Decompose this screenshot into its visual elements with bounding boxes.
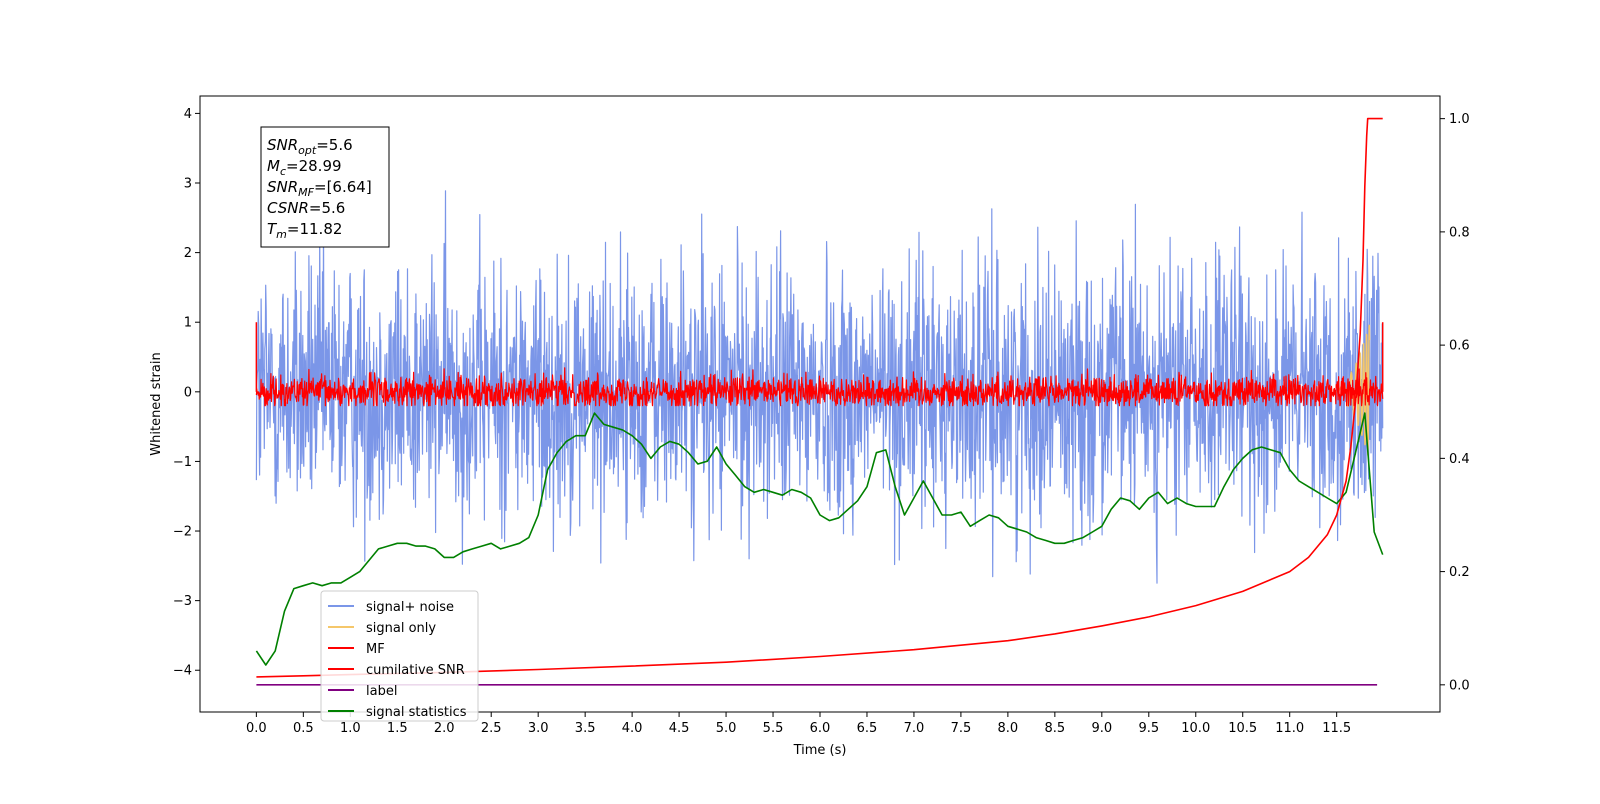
annotation-value: =5.6 (316, 136, 352, 154)
annotation-subscript: opt (298, 144, 317, 157)
x-tick-label: 0.0 (246, 721, 267, 736)
annotation-symbol: CSNR (267, 199, 309, 217)
annotation-frame (260, 126, 390, 248)
legend-label: label (366, 684, 397, 699)
x-tick-label: 11.5 (1322, 721, 1351, 736)
legend-label: signal only (366, 621, 436, 636)
series-layer (255, 117, 1384, 686)
series-cumulative-snr (256, 117, 1383, 678)
annotation-symbol: SNR (267, 136, 298, 154)
legend-label: MF (366, 642, 385, 657)
y-right-tick-label: 0.6 (1449, 339, 1470, 354)
annotation-line: SNRMF=[6.64] (267, 178, 372, 199)
x-tick-label: 3.0 (528, 721, 549, 736)
y-left-tick-label: −2 (173, 525, 192, 540)
annotation-symbol: SNR (267, 178, 298, 196)
annotation-lines: SNRopt=5.6Mc=28.99SNRMF=[6.64]CSNR=5.6Tm… (267, 136, 372, 241)
annotation-value: =[6.64] (314, 178, 372, 196)
y-right-tick-label: 1.0 (1449, 112, 1470, 127)
annotation-value: =28.99 (286, 157, 342, 175)
y-left-tick-label: 0 (184, 385, 192, 400)
x-tick-label: 4.5 (669, 721, 690, 736)
y-right-tick-label: 0.2 (1449, 565, 1470, 580)
x-tick-label: 5.0 (716, 721, 737, 736)
y-left-tick-label: 1 (184, 316, 192, 331)
annotation-subscript: m (276, 228, 287, 241)
x-tick-label: 9.5 (1138, 721, 1159, 736)
x-tick-label: 7.0 (904, 721, 925, 736)
x-axis: 0.0 0.5 1.0 1.5 2.0 2.5 3.0 3.5 4.0 4.5 5.0 5.5 6.0 6… (246, 712, 1351, 736)
x-tick-label: 0.5 (293, 721, 314, 736)
y-axis-right: 1.0 0.8 0.6 0.4 0.2 0.0 (1440, 112, 1470, 693)
x-tick-label: 8.0 (998, 721, 1019, 736)
annotation-symbol: T (267, 220, 278, 238)
y-left-tick-label: 3 (184, 177, 192, 192)
x-tick-label: 4.0 (622, 721, 643, 736)
y-right-tick-label: 0.4 (1449, 452, 1470, 467)
legend-label: signal statistics (366, 705, 467, 720)
y-right-tick-label: 0.0 (1449, 678, 1470, 693)
annotation-box: SNRopt=5.6Mc=28.99SNRMF=[6.64]CSNR=5.6Tm… (260, 126, 390, 248)
y-right-tick-label: 0.8 (1449, 225, 1470, 240)
x-axis-label: Time (s) (793, 743, 847, 758)
x-tick-label: 5.5 (763, 721, 784, 736)
y-left-tick-label: −4 (173, 664, 192, 679)
x-tick-label: 2.5 (481, 721, 502, 736)
annotation-line: SNRopt=5.6 (267, 136, 353, 157)
legend-frame (320, 590, 479, 722)
annotation-symbol: M (267, 157, 280, 175)
y-left-tick-label: −3 (173, 594, 192, 609)
x-tick-label: 1.0 (340, 721, 361, 736)
annotation-line: CSNR=5.6 (267, 199, 345, 217)
x-tick-label: 10.5 (1228, 721, 1257, 736)
legend-entries: signal+ noise signal only MF cumilative SNR… (328, 600, 467, 720)
y-left-tick-label: 4 (184, 107, 192, 122)
annotation-subscript: c (280, 165, 286, 178)
x-tick-label: 11.0 (1275, 721, 1304, 736)
x-tick-label: 1.5 (387, 721, 408, 736)
x-tick-label: 9.0 (1091, 721, 1112, 736)
y-axis-label: Whitened strain (149, 352, 164, 455)
annotation-line: Mc=28.99 (267, 157, 342, 178)
y-left-tick-label: 2 (184, 246, 192, 261)
y-axis-left: 4 3 2 1 0 −1 −2 −3 −4 (173, 107, 200, 679)
y-left-tick-label: −1 (173, 455, 192, 470)
annotation-line: Tm=11.82 (267, 220, 342, 241)
legend-label: cumilative SNR (366, 663, 465, 678)
x-tick-label: 8.5 (1045, 721, 1066, 736)
x-tick-label: 7.5 (951, 721, 972, 736)
series-mf (255, 367, 1384, 407)
annotation-value: =11.82 (287, 220, 343, 238)
series-signal-noise (255, 190, 1384, 584)
series-signal-statistics (255, 412, 1384, 666)
annotation-value: =5.6 (309, 199, 345, 217)
legend: signal+ noise signal only MF cumilative SNR… (320, 590, 479, 722)
x-tick-label: 2.0 (434, 721, 455, 736)
x-tick-label: 6.5 (857, 721, 878, 736)
x-tick-label: 6.0 (810, 721, 831, 736)
annotation-subscript: MF (298, 186, 314, 199)
legend-label: signal+ noise (366, 600, 454, 615)
x-tick-label: 10.0 (1181, 721, 1210, 736)
x-tick-label: 3.5 (575, 721, 596, 736)
